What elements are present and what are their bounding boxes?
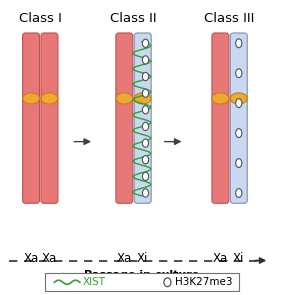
Text: Class III: Class III — [204, 12, 255, 25]
FancyBboxPatch shape — [45, 273, 239, 291]
Ellipse shape — [236, 39, 242, 48]
FancyBboxPatch shape — [41, 33, 58, 203]
Ellipse shape — [212, 93, 229, 104]
Ellipse shape — [134, 93, 151, 104]
Ellipse shape — [236, 159, 242, 168]
Ellipse shape — [23, 93, 39, 104]
Ellipse shape — [142, 189, 149, 197]
Text: H3K27me3: H3K27me3 — [174, 277, 232, 287]
Ellipse shape — [142, 39, 149, 47]
Ellipse shape — [116, 93, 133, 104]
Ellipse shape — [142, 56, 149, 64]
Ellipse shape — [142, 73, 149, 81]
Text: Passage in culture: Passage in culture — [84, 270, 200, 280]
Ellipse shape — [142, 156, 149, 164]
Text: Xa: Xa — [117, 252, 132, 265]
Ellipse shape — [142, 106, 149, 114]
FancyBboxPatch shape — [212, 33, 229, 203]
FancyBboxPatch shape — [23, 33, 39, 203]
Ellipse shape — [230, 93, 247, 104]
Text: Xi: Xi — [137, 252, 149, 265]
Text: Xa: Xa — [42, 252, 57, 265]
Text: Class I: Class I — [19, 12, 62, 25]
Ellipse shape — [236, 129, 242, 137]
Ellipse shape — [236, 189, 242, 197]
FancyBboxPatch shape — [230, 33, 247, 203]
Ellipse shape — [142, 89, 149, 97]
Text: Xi: Xi — [233, 252, 245, 265]
FancyBboxPatch shape — [134, 33, 151, 203]
Ellipse shape — [164, 278, 171, 287]
FancyBboxPatch shape — [116, 33, 133, 203]
Ellipse shape — [236, 99, 242, 108]
Ellipse shape — [41, 93, 58, 104]
Text: Xa: Xa — [213, 252, 228, 265]
Text: XIST: XIST — [83, 277, 106, 287]
Text: Class II: Class II — [110, 12, 157, 25]
Ellipse shape — [142, 172, 149, 181]
Ellipse shape — [142, 122, 149, 131]
Ellipse shape — [142, 139, 149, 147]
Ellipse shape — [236, 69, 242, 78]
Text: Xa: Xa — [24, 252, 39, 265]
